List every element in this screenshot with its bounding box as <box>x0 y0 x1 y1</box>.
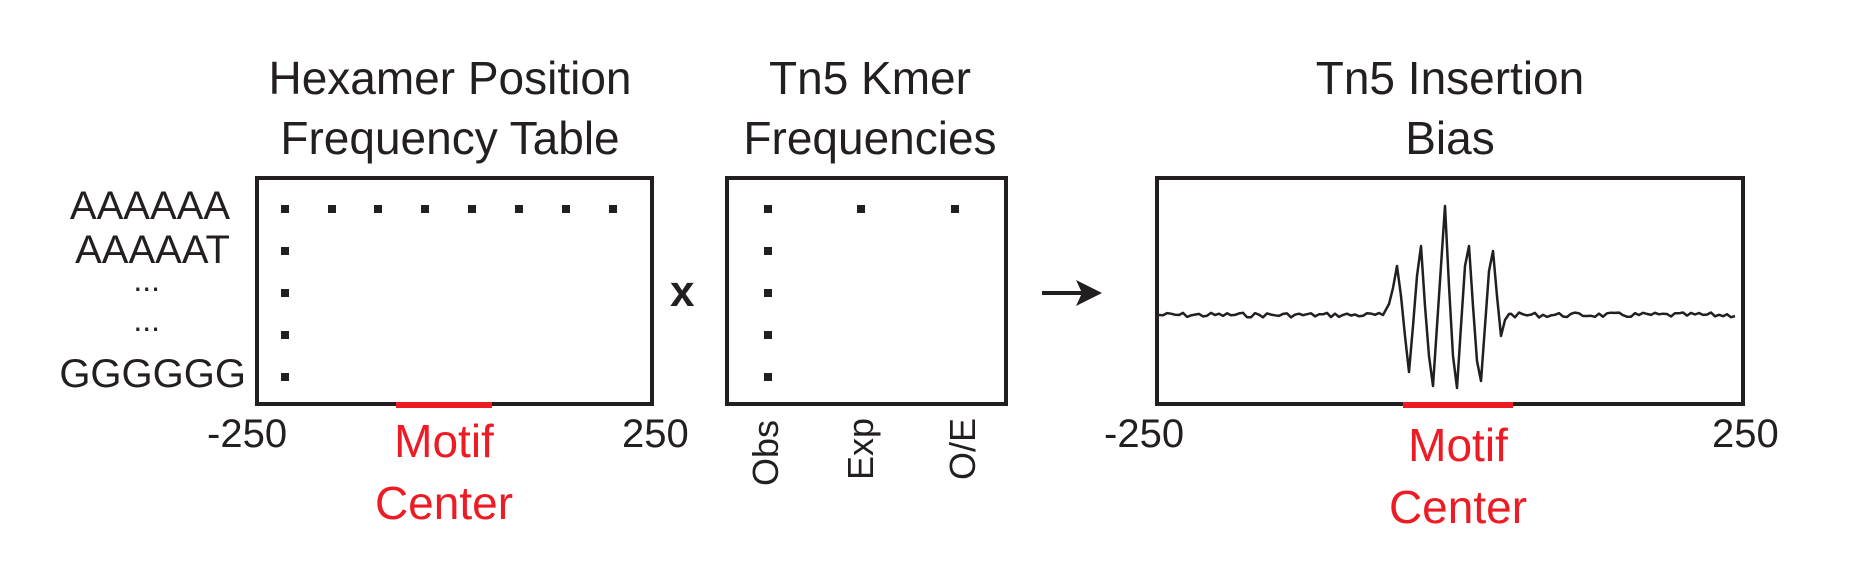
hexamer-tick-right: 250 <box>622 412 689 456</box>
kmer-col-label-exp: Exp <box>840 417 881 480</box>
bias-motif-center-bar <box>1403 402 1513 408</box>
bias-motif-line2: Center <box>1388 481 1528 533</box>
row-label-ellipsis-2: ... <box>133 302 160 338</box>
hexamer-dot <box>468 205 476 213</box>
hexamer-dot <box>281 289 289 297</box>
hexamer-dot <box>281 205 289 213</box>
hexamer-table-box <box>255 176 654 406</box>
kmer-col-label-obs: Obs <box>745 419 786 486</box>
kmer-panel-title: Tn5 Kmer Frequencies <box>720 48 1020 168</box>
kmer-dot <box>764 247 772 255</box>
bias-panel-title: Tn5 Insertion Bias <box>1260 48 1640 168</box>
multiply-operator: x <box>670 267 695 316</box>
bias-title-line2: Bias <box>1405 112 1495 164</box>
hexamer-dot <box>281 331 289 339</box>
row-label-ellipsis-1: ... <box>133 262 160 298</box>
hexamer-dot <box>328 205 336 213</box>
bias-signal-trace <box>1158 204 1736 390</box>
hexamer-motif-line1: Motif <box>394 415 494 467</box>
arrow-right-icon <box>1042 280 1102 306</box>
kmer-dot <box>764 205 772 213</box>
bias-motif-center-label: Motif Center <box>1358 414 1558 538</box>
hexamer-title-line1: Hexamer Position <box>268 52 632 104</box>
row-label-aaaaaa: AAAAAA <box>69 184 230 228</box>
kmer-dot <box>764 331 772 339</box>
bias-tick-left: -250 <box>1104 412 1185 456</box>
hexamer-dot <box>421 205 429 213</box>
hexamer-dot <box>609 205 617 213</box>
kmer-dot <box>951 205 959 213</box>
bias-tick-right: 250 <box>1712 412 1779 456</box>
row-label-gggggg: GGGGGG <box>59 352 246 396</box>
bias-motif-line1: Motif <box>1408 419 1508 471</box>
kmer-title-line2: Frequencies <box>743 112 997 164</box>
hexamer-dot <box>562 205 570 213</box>
row-label-aaaaat: AAAAAT <box>75 228 230 272</box>
hexamer-motif-center-label: Motif Center <box>344 410 544 534</box>
kmer-table-box <box>725 176 1008 406</box>
hexamer-motif-center-bar <box>396 402 492 408</box>
hexamer-title-line2: Frequency Table <box>280 112 620 164</box>
kmer-title-line1: Tn5 Kmer <box>769 52 971 104</box>
hexamer-dot <box>281 373 289 381</box>
kmer-dot <box>764 289 772 297</box>
hexamer-tick-left: -250 <box>207 412 288 456</box>
bias-title-line1: Tn5 Insertion <box>1315 52 1585 104</box>
kmer-dot <box>857 205 865 213</box>
kmer-dot <box>764 373 772 381</box>
hexamer-panel-title: Hexamer Position Frequency Table <box>230 48 670 168</box>
kmer-col-label-oe: O/E <box>942 417 983 480</box>
hexamer-dot <box>374 205 382 213</box>
hexamer-dot <box>281 247 289 255</box>
hexamer-motif-line2: Center <box>374 477 514 529</box>
hexamer-dot <box>515 205 523 213</box>
